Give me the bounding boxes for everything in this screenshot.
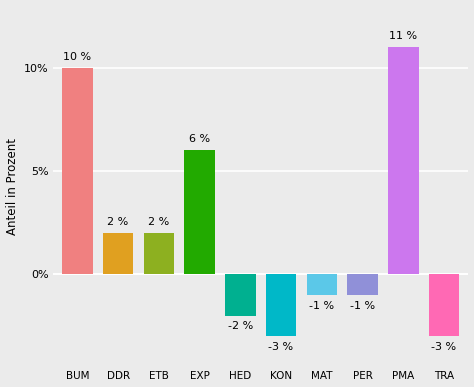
Bar	[62, 68, 92, 274]
Text: -1 %: -1 %	[309, 301, 334, 311]
Text: -3 %: -3 %	[431, 342, 456, 352]
Bar	[428, 274, 459, 336]
Bar	[388, 47, 419, 274]
Bar	[103, 233, 133, 274]
Bar	[225, 274, 255, 316]
Text: 2 %: 2 %	[148, 217, 169, 227]
Bar	[307, 274, 337, 295]
Text: -1 %: -1 %	[350, 301, 375, 311]
Text: 10 %: 10 %	[64, 52, 91, 62]
Y-axis label: Anteil in Prozent: Anteil in Prozent	[6, 138, 18, 235]
Bar	[144, 233, 174, 274]
Bar	[347, 274, 378, 295]
Text: -2 %: -2 %	[228, 321, 253, 331]
Text: 6 %: 6 %	[189, 134, 210, 144]
Text: 2 %: 2 %	[108, 217, 129, 227]
Bar	[266, 274, 296, 336]
Bar	[184, 150, 215, 274]
Text: 11 %: 11 %	[389, 31, 417, 41]
Text: -3 %: -3 %	[268, 342, 293, 352]
